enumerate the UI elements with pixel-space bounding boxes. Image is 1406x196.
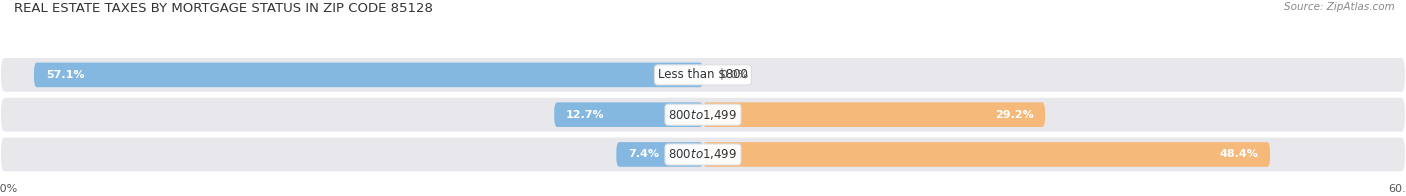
- Text: REAL ESTATE TAXES BY MORTGAGE STATUS IN ZIP CODE 85128: REAL ESTATE TAXES BY MORTGAGE STATUS IN …: [14, 2, 433, 15]
- Text: 29.2%: 29.2%: [994, 110, 1033, 120]
- Text: $800 to $1,499: $800 to $1,499: [668, 108, 738, 122]
- FancyBboxPatch shape: [703, 142, 1270, 167]
- Text: 48.4%: 48.4%: [1219, 150, 1258, 160]
- FancyBboxPatch shape: [703, 102, 1045, 127]
- Text: Source: ZipAtlas.com: Source: ZipAtlas.com: [1284, 2, 1395, 12]
- Text: 12.7%: 12.7%: [565, 110, 605, 120]
- Text: $800 to $1,499: $800 to $1,499: [668, 147, 738, 162]
- FancyBboxPatch shape: [616, 142, 703, 167]
- Text: 7.4%: 7.4%: [628, 150, 659, 160]
- Text: 57.1%: 57.1%: [45, 70, 84, 80]
- FancyBboxPatch shape: [0, 57, 1406, 93]
- FancyBboxPatch shape: [34, 63, 703, 87]
- Text: Less than $800: Less than $800: [658, 68, 748, 81]
- FancyBboxPatch shape: [0, 97, 1406, 132]
- Text: 0.0%: 0.0%: [721, 70, 749, 80]
- FancyBboxPatch shape: [0, 137, 1406, 172]
- FancyBboxPatch shape: [554, 102, 703, 127]
